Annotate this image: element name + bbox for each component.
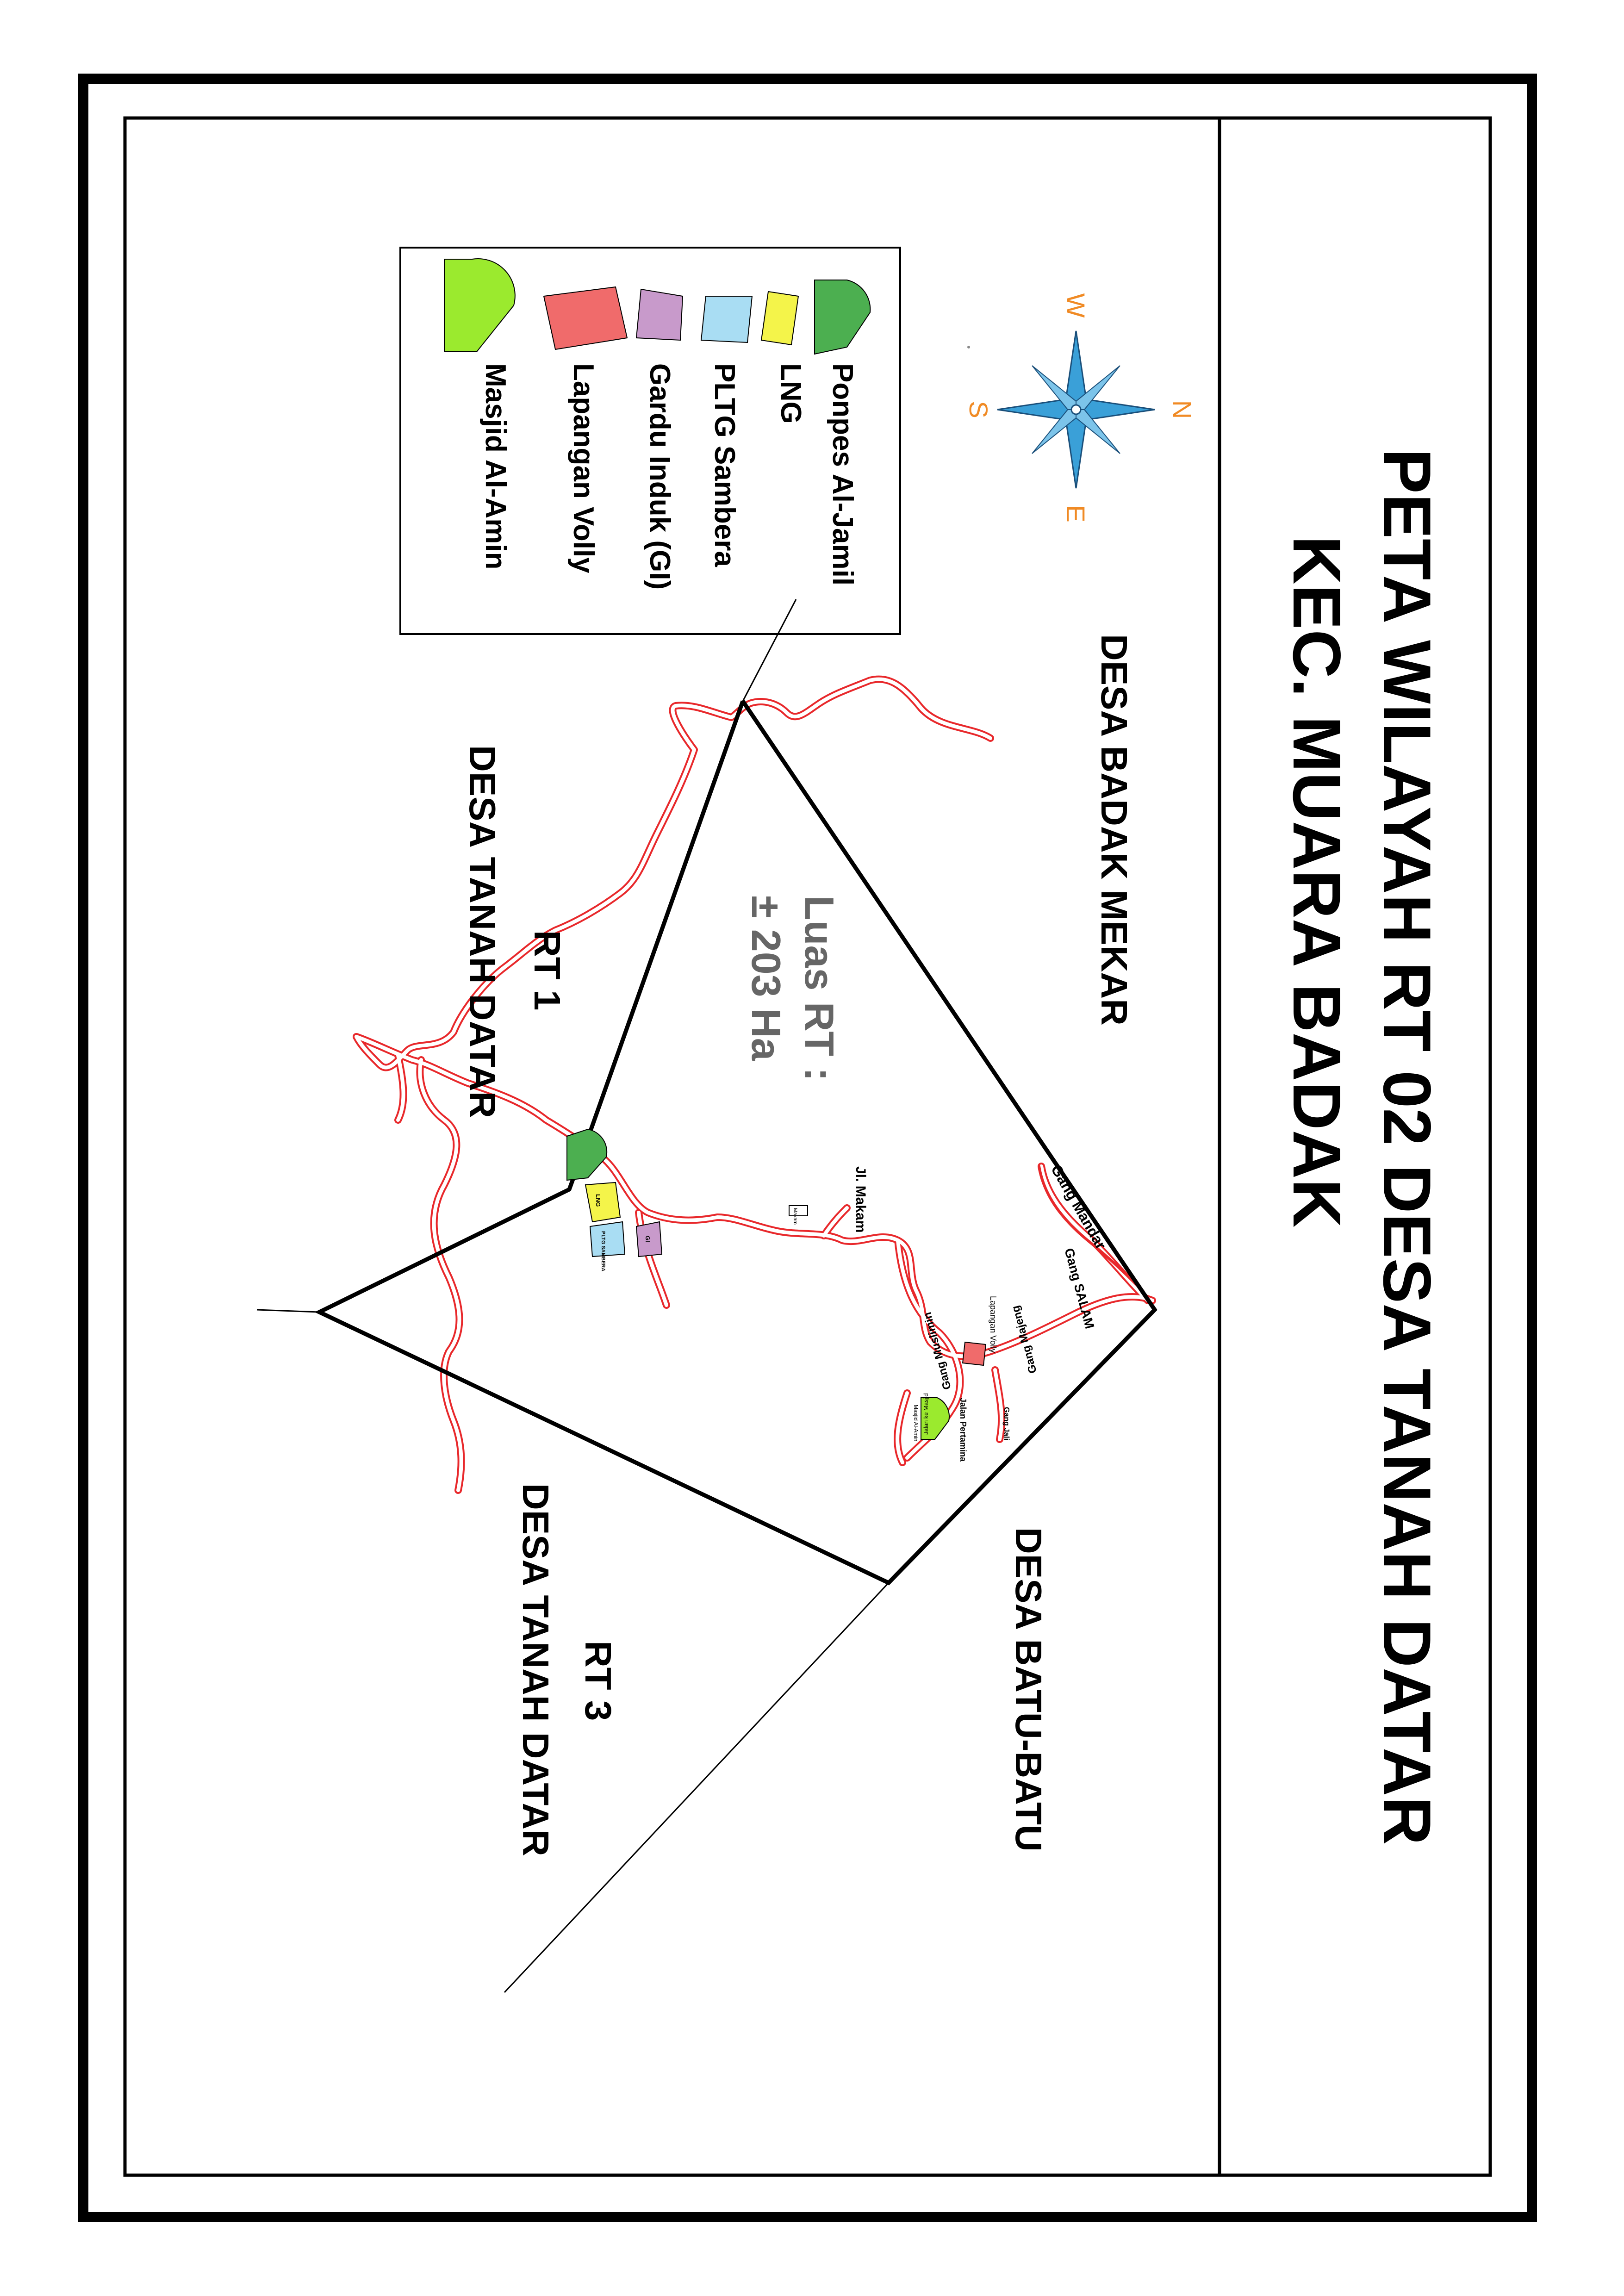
compass-dot-icon bbox=[967, 346, 970, 348]
neighbor-rt1: RT 1 bbox=[527, 930, 568, 1010]
legend-label-ponpes: Ponpes Al-Jamil bbox=[827, 363, 859, 585]
compass-rose: N S E W bbox=[964, 293, 1197, 523]
legend-label-masjid: Masjid Al-Amin bbox=[479, 363, 511, 570]
neighbor-rt3-desa: DESA TANAH DATAR bbox=[515, 1483, 556, 1856]
area-value: ± 203 Ha bbox=[743, 896, 789, 1061]
road-network bbox=[353, 675, 1156, 1494]
neighbor-east: DESA BATU-BATU bbox=[1008, 1527, 1049, 1852]
lng-map-label: LNG bbox=[595, 1194, 602, 1207]
makam-map-marker bbox=[789, 1205, 808, 1216]
legend: Ponpes Al-Jamil LNG PLTG Sambera Gardu I… bbox=[399, 247, 901, 635]
pltg-map-label: PLTG SAMBERA bbox=[600, 1231, 606, 1271]
neighbor-north: DESA BADAK MEKAR bbox=[1094, 634, 1135, 1026]
inner-frame bbox=[123, 116, 1492, 2177]
road-label-jalan-pertamina: Jalan Pertamina bbox=[958, 1398, 968, 1462]
legend-label-lapangan: Lapangan Volly bbox=[567, 363, 599, 573]
compass-south: S bbox=[964, 401, 993, 418]
title-block: PETA WILAYAH RT 02 DESA TANAH DATAR bbox=[1369, 448, 1445, 1845]
masjid-map-marker bbox=[921, 1397, 950, 1440]
compass-star-icon bbox=[997, 330, 1155, 489]
title-line-1: PETA WILAYAH RT 02 DESA TANAH DATAR bbox=[1369, 448, 1445, 1845]
lapangan-map-marker bbox=[962, 1341, 987, 1366]
title-line-2: KEC. MUARA BADAK bbox=[1279, 535, 1355, 1227]
compass-west: W bbox=[1061, 293, 1090, 318]
road-label-gang-jali: Gang Jali bbox=[1002, 1407, 1010, 1440]
lapangan-legend-icon bbox=[543, 286, 628, 350]
gi-map-label: GI bbox=[644, 1236, 651, 1242]
legend-label-gi: Gardu Induk (GI) bbox=[644, 363, 676, 590]
legend-label-lng: LNG bbox=[775, 363, 807, 424]
compass-east: E bbox=[1061, 505, 1090, 522]
gi-legend-icon bbox=[635, 288, 684, 341]
neighbor-rt3: RT 3 bbox=[578, 1641, 619, 1721]
lapangan-map-label: Lapangan Volly bbox=[989, 1296, 998, 1353]
road-label-jalan-ke-masjid: Jalan ke Masjid bbox=[922, 1393, 929, 1435]
masjid-map-label: Masjid Al-Amin bbox=[913, 1405, 919, 1441]
area-label: Luas RT : bbox=[796, 896, 842, 1081]
neighbor-rt1-desa: DESA TANAH DATAR bbox=[462, 745, 503, 1118]
makam-map-label: Makam bbox=[792, 1208, 798, 1225]
lng-map-marker bbox=[585, 1182, 621, 1223]
ponpes-legend-icon bbox=[814, 280, 871, 355]
ponpes-map-marker bbox=[566, 1128, 608, 1181]
gang-mandar-road bbox=[1038, 1165, 1145, 1293]
masjid-legend-icon bbox=[444, 258, 516, 352]
lng-legend-icon bbox=[760, 291, 799, 346]
legend-label-pltg: PLTG Sambera bbox=[709, 363, 740, 567]
compass-north: N bbox=[1168, 400, 1197, 419]
pltg-map-marker bbox=[589, 1221, 626, 1257]
pltg-legend-icon bbox=[700, 296, 753, 343]
outer-frame bbox=[78, 74, 1537, 2222]
gi-map-marker bbox=[635, 1221, 663, 1257]
road-label-jl-makam: Jl. Makam bbox=[853, 1166, 868, 1232]
